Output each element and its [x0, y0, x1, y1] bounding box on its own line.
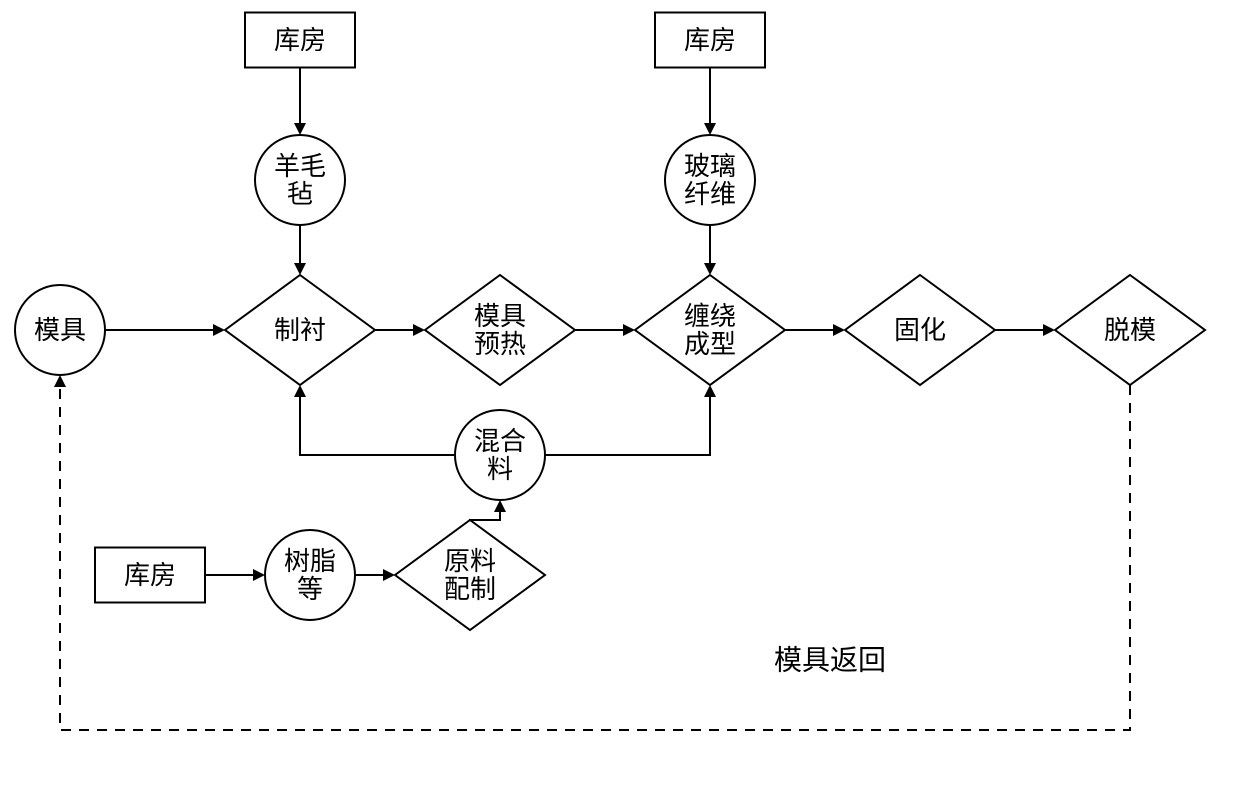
svg-text:毡: 毡 [287, 179, 313, 209]
svg-text:原料: 原料 [444, 546, 496, 576]
svg-text:玻璃: 玻璃 [684, 151, 736, 181]
svg-text:树脂: 树脂 [284, 546, 336, 576]
svg-text:等: 等 [297, 574, 323, 604]
svg-text:预热: 预热 [474, 329, 526, 359]
svg-text:脱模: 脱模 [1104, 315, 1156, 345]
svg-text:库房: 库房 [124, 560, 176, 590]
svg-text:羊毛: 羊毛 [274, 151, 326, 181]
svg-text:混合: 混合 [474, 426, 526, 456]
svg-text:库房: 库房 [684, 25, 736, 55]
svg-text:模具返回: 模具返回 [774, 645, 886, 676]
svg-text:制衬: 制衬 [274, 315, 326, 345]
svg-text:固化: 固化 [894, 315, 946, 345]
svg-text:模具: 模具 [34, 315, 86, 345]
svg-text:成型: 成型 [684, 329, 736, 359]
flowchart-canvas: 库房库房库房羊毛毡玻璃纤维模具混合料树脂等制衬模具预热缠绕成型固化脱模原料配制模… [0, 0, 1240, 791]
svg-text:纤维: 纤维 [684, 179, 736, 209]
svg-text:料: 料 [487, 454, 513, 484]
svg-text:配制: 配制 [444, 574, 496, 604]
svg-text:模具: 模具 [474, 301, 526, 331]
svg-text:缠绕: 缠绕 [684, 301, 736, 331]
svg-text:库房: 库房 [274, 25, 326, 55]
